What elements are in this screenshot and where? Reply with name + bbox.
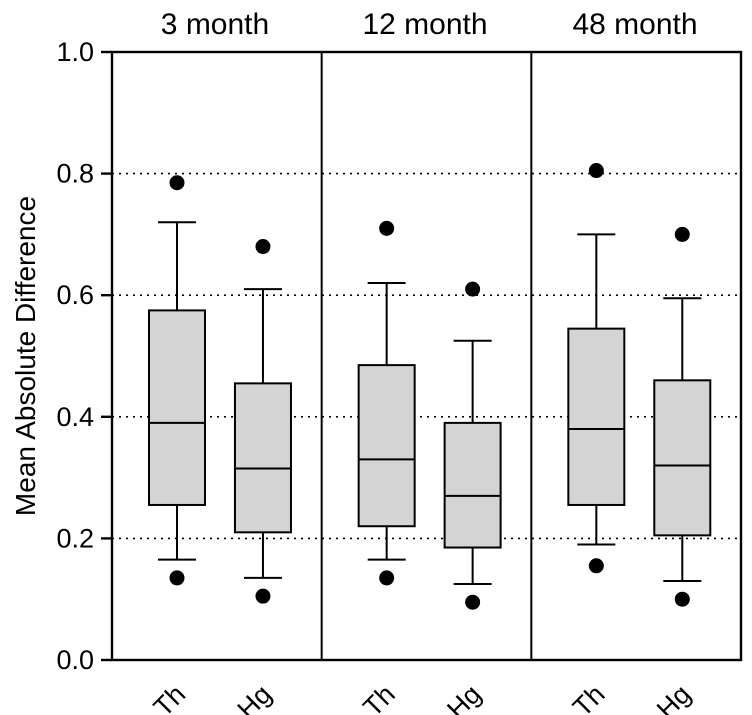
x-tick-label-th-48-month: Th bbox=[567, 679, 610, 715]
outlier-dot-hg-48-month-0 bbox=[674, 226, 690, 242]
y-tick-label-0.0: 0.0 bbox=[56, 645, 94, 675]
x-tick-label-th-3-month: Th bbox=[148, 679, 191, 715]
outlier-dot-th-12-month-1 bbox=[379, 570, 395, 586]
plot-frame bbox=[110, 50, 743, 662]
outlier-dot-hg-3-month-1 bbox=[255, 588, 271, 604]
y-tick-label-1.0: 1.0 bbox=[56, 37, 94, 67]
outlier-dot-th-12-month-0 bbox=[379, 220, 395, 236]
outlier-dot-th-3-month-0 bbox=[169, 175, 185, 191]
y-tick-label-0.2: 0.2 bbox=[56, 523, 94, 553]
panel-title-3-month: 3 month bbox=[160, 8, 270, 41]
box-th-48-month bbox=[567, 327, 626, 506]
outlier-dot-th-48-month-1 bbox=[588, 558, 604, 574]
x-tick-label-th-12-month: Th bbox=[357, 679, 400, 715]
box-hg-3-month bbox=[233, 382, 292, 534]
panel-title-48-month: 48 month bbox=[572, 8, 698, 41]
box-hg-12-month bbox=[443, 421, 502, 549]
x-tick-label-hg-12-month: Hg bbox=[441, 679, 487, 715]
box-th-3-month bbox=[147, 309, 206, 506]
outlier-dot-hg-48-month-1 bbox=[674, 591, 690, 607]
outlier-dot-hg-3-month-0 bbox=[255, 239, 271, 255]
outlier-dot-hg-12-month-0 bbox=[465, 281, 481, 297]
outlier-dot-th-48-month-0 bbox=[588, 163, 604, 179]
y-tick-label-0.4: 0.4 bbox=[56, 402, 94, 432]
outlier-dot-th-3-month-1 bbox=[169, 570, 185, 586]
y-tick-label-0.6: 0.6 bbox=[56, 280, 94, 310]
box-th-12-month bbox=[357, 364, 416, 528]
y-tick-label-0.8: 0.8 bbox=[56, 159, 94, 189]
x-tick-label-hg-3-month: Hg bbox=[232, 679, 278, 715]
x-tick-label-hg-48-month: Hg bbox=[651, 679, 697, 715]
panel-title-12-month: 12 month bbox=[362, 8, 488, 41]
outlier-dot-hg-12-month-1 bbox=[465, 594, 481, 610]
box-hg-48-month bbox=[653, 379, 712, 537]
